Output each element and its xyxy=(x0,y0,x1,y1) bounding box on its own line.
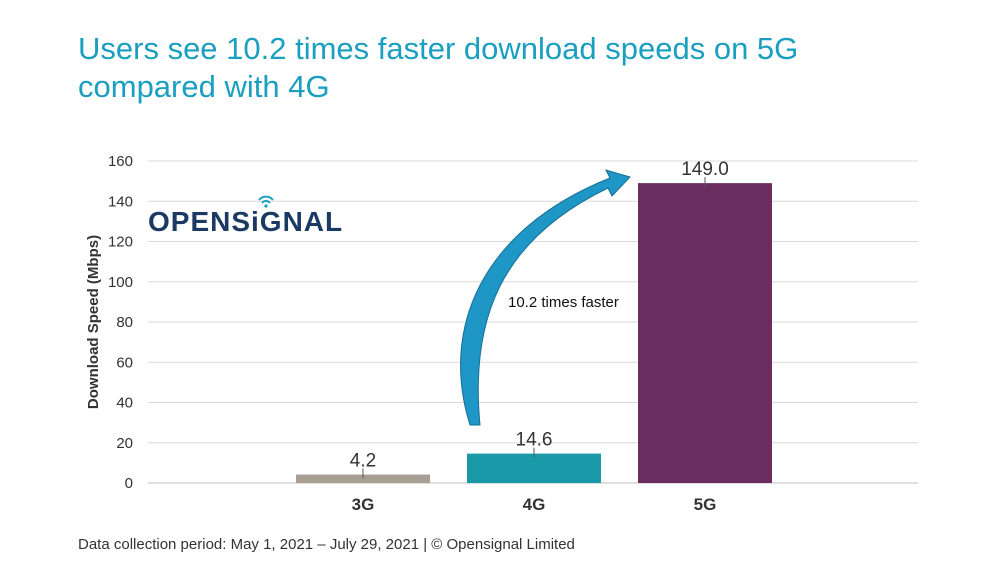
chart-title-line-1: Users see 10.2 times faster download spe… xyxy=(78,31,799,66)
data-label: 149.0 xyxy=(681,159,729,180)
x-tick-labels: 3G 4G 5G xyxy=(352,495,717,514)
data-label: 4.2 xyxy=(350,451,376,472)
bar-5g xyxy=(638,183,772,483)
y-tick-label: 100 xyxy=(108,274,133,291)
arrow-icon xyxy=(460,169,631,426)
opensignal-logo: OPENSiGNAL xyxy=(148,195,344,238)
footer-note: Data collection period: May 1, 2021 – Ju… xyxy=(78,536,575,553)
y-tick-label: 40 xyxy=(116,395,133,412)
signal-icon xyxy=(258,195,274,208)
y-tick-label: 20 xyxy=(116,435,133,452)
gridlines xyxy=(148,160,918,484)
y-tick-label: 0 xyxy=(125,475,133,492)
bars xyxy=(296,177,772,483)
y-tick-label: 60 xyxy=(116,354,133,371)
bar-3g xyxy=(296,474,430,483)
data-labels: 4.2 14.6 149.0 xyxy=(350,159,729,471)
annotation-text: 10.2 times faster xyxy=(508,294,619,311)
data-label: 14.6 xyxy=(516,430,553,451)
y-tick-label: 80 xyxy=(116,314,133,331)
chart-title-line-2: compared with 4G xyxy=(78,69,330,104)
x-tick-label: 5G xyxy=(694,495,717,514)
y-tick-label: 160 xyxy=(108,153,133,170)
growth-arrow xyxy=(460,169,631,426)
logo-text: OPENSiGNAL xyxy=(148,206,344,237)
chart-title: Users see 10.2 times faster download spe… xyxy=(78,30,958,106)
x-tick-label: 3G xyxy=(352,495,375,514)
y-axis-label: Download Speed (Mbps) xyxy=(85,235,102,409)
x-tick-label: 4G xyxy=(523,495,546,514)
bar-4g xyxy=(467,453,601,483)
y-tick-label: 120 xyxy=(108,234,133,251)
y-tick-labels: 0 20 40 60 80 100 120 140 160 xyxy=(108,153,133,492)
y-tick-label: 140 xyxy=(108,193,133,210)
